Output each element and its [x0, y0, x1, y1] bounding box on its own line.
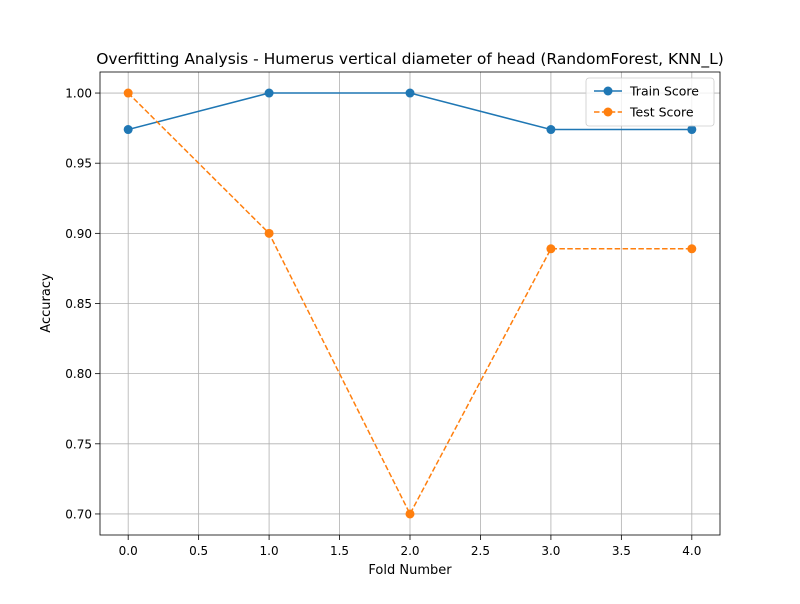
x-tick-label: 2.5 [471, 544, 490, 558]
y-axis-ticks: 0.70 0.75 0.80 0.85 0.90 0.95 1.00 [65, 87, 100, 521]
data-point [123, 125, 133, 135]
x-axis-ticks: 0.0 0.5 1.0 1.5 2.0 2.5 3.0 3.5 4.0 [119, 535, 701, 558]
data-point [405, 509, 415, 519]
legend-box [585, 77, 715, 127]
y-tick-label: 0.70 [65, 507, 92, 521]
legend-label: Train Score [629, 84, 699, 99]
y-tick-label: 1.00 [65, 87, 92, 101]
y-tick-label: 0.80 [65, 367, 92, 381]
x-tick-label: 1.5 [330, 544, 349, 558]
data-point [264, 88, 274, 98]
y-tick-label: 0.75 [65, 437, 92, 451]
x-tick-label: 4.0 [682, 544, 701, 558]
legend-marker [603, 107, 613, 117]
data-point [546, 244, 556, 254]
chart-title: Overfitting Analysis - Humerus vertical … [96, 50, 724, 69]
x-tick-label: 0.5 [189, 544, 208, 558]
series-train-score [123, 88, 697, 135]
y-tick-label: 0.95 [65, 157, 92, 171]
y-tick-label: 0.85 [65, 297, 92, 311]
data-point [405, 88, 415, 98]
x-tick-label: 0.0 [119, 544, 138, 558]
x-tick-label: 2.0 [400, 544, 419, 558]
series-test-score [123, 88, 697, 519]
legend-label: Test Score [629, 105, 694, 120]
data-point [687, 244, 697, 254]
legend: Train Score Test Score [585, 77, 715, 127]
data-point [687, 125, 697, 135]
y-axis-label: Accuracy [39, 273, 54, 333]
x-tick-label: 3.5 [612, 544, 631, 558]
legend-marker [603, 86, 613, 96]
legend-item: Train Score [594, 84, 699, 99]
x-tick-label: 1.0 [260, 544, 279, 558]
x-tick-label: 3.0 [541, 544, 560, 558]
y-tick-label: 0.90 [65, 227, 92, 241]
data-point [546, 125, 556, 135]
data-point [264, 228, 274, 238]
series-layer [123, 88, 697, 519]
x-axis-label: Fold Number [368, 563, 452, 578]
legend-item: Test Score [594, 105, 694, 120]
data-point [123, 88, 133, 98]
